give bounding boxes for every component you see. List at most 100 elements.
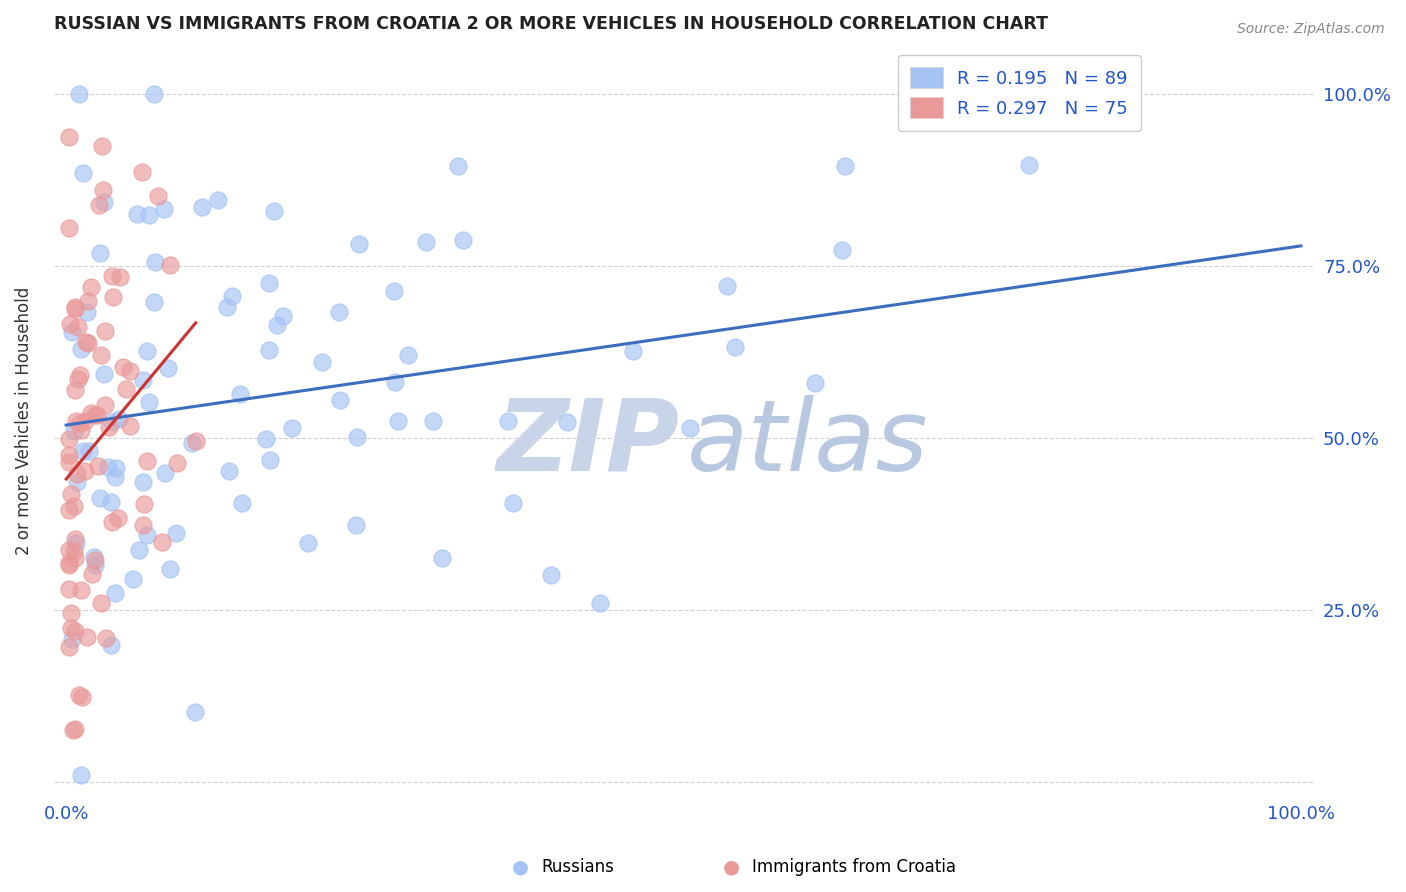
Point xyxy=(76,335,98,350)
Point xyxy=(184,705,207,719)
Point xyxy=(76,305,98,319)
Point xyxy=(62,543,84,558)
Point xyxy=(266,318,288,333)
Point xyxy=(69,582,91,597)
Point xyxy=(138,395,160,409)
Point xyxy=(804,376,827,391)
Point xyxy=(97,459,120,474)
Point xyxy=(60,632,83,646)
Point xyxy=(83,409,105,423)
Point xyxy=(422,414,444,428)
Point xyxy=(502,496,524,510)
Text: Immigrants from Croatia: Immigrants from Croatia xyxy=(752,858,956,876)
Point xyxy=(153,466,176,480)
Point xyxy=(63,499,86,513)
Point xyxy=(384,375,406,389)
Point xyxy=(165,526,187,541)
Point xyxy=(430,551,453,566)
Point xyxy=(65,414,87,428)
Point xyxy=(80,280,103,294)
Point xyxy=(259,453,281,467)
Point xyxy=(93,398,115,412)
Point xyxy=(280,421,302,435)
Point xyxy=(311,354,333,368)
Point xyxy=(73,464,96,478)
Point xyxy=(184,434,207,448)
Point xyxy=(70,768,93,782)
Point xyxy=(60,621,83,635)
Point xyxy=(415,235,437,249)
Point xyxy=(347,236,370,251)
Point xyxy=(115,382,138,396)
Point xyxy=(97,420,120,434)
Point xyxy=(58,455,80,469)
Point xyxy=(146,188,169,202)
Point xyxy=(328,304,350,318)
Point xyxy=(101,268,124,283)
Point xyxy=(101,290,124,304)
Point xyxy=(69,87,91,101)
Point xyxy=(93,367,115,381)
Point xyxy=(108,270,131,285)
Point xyxy=(69,342,91,356)
Point xyxy=(831,243,853,257)
Point xyxy=(540,568,562,582)
Point xyxy=(101,515,124,529)
Text: Source: ZipAtlas.com: Source: ZipAtlas.com xyxy=(1237,22,1385,37)
Point xyxy=(716,278,738,293)
Point xyxy=(58,502,80,516)
Text: ●: ● xyxy=(723,857,740,877)
Point xyxy=(67,372,90,386)
Point xyxy=(135,528,157,542)
Point xyxy=(344,517,367,532)
Point xyxy=(166,456,188,470)
Point xyxy=(63,300,86,314)
Point xyxy=(59,487,82,501)
Point xyxy=(82,567,104,582)
Point xyxy=(58,220,80,235)
Point xyxy=(100,495,122,509)
Point xyxy=(207,193,229,207)
Point xyxy=(77,293,100,308)
Point xyxy=(131,165,153,179)
Point xyxy=(65,302,87,317)
Point xyxy=(89,245,111,260)
Point xyxy=(231,495,253,509)
Point xyxy=(58,558,80,573)
Point xyxy=(58,432,80,446)
Text: Russians: Russians xyxy=(541,858,614,876)
Point xyxy=(387,414,409,428)
Point xyxy=(215,300,238,314)
Point xyxy=(87,458,110,473)
Point xyxy=(834,159,856,173)
Point xyxy=(84,552,107,566)
Point xyxy=(58,130,80,145)
Point xyxy=(382,285,405,299)
Point xyxy=(72,166,94,180)
Point xyxy=(229,386,252,401)
Point xyxy=(89,198,111,212)
Point xyxy=(153,202,176,216)
Point xyxy=(156,361,179,376)
Point xyxy=(145,254,167,268)
Point xyxy=(346,430,368,444)
Point xyxy=(218,464,240,478)
Point xyxy=(76,630,98,644)
Text: RUSSIAN VS IMMIGRANTS FROM CROATIA 2 OR MORE VEHICLES IN HOUSEHOLD CORRELATION C: RUSSIAN VS IMMIGRANTS FROM CROATIA 2 OR … xyxy=(53,15,1047,33)
Point xyxy=(63,624,86,638)
Point xyxy=(263,204,285,219)
Point xyxy=(150,534,173,549)
Point xyxy=(60,325,83,339)
Point xyxy=(555,415,578,429)
Point xyxy=(86,409,108,423)
Point xyxy=(91,183,114,197)
Point xyxy=(108,412,131,426)
Point xyxy=(58,543,80,558)
Point xyxy=(62,723,84,737)
Point xyxy=(724,340,747,354)
Point xyxy=(94,631,117,645)
Point xyxy=(180,436,202,450)
Point xyxy=(58,448,80,462)
Point xyxy=(254,433,277,447)
Point xyxy=(65,536,87,550)
